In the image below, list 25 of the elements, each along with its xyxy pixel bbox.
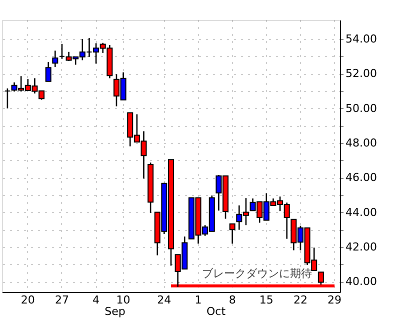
text: Sep: [104, 305, 126, 318]
candlestick: [4, 88, 10, 110]
x-tick-label: 8: [228, 294, 236, 306]
y-tick-label: 46.00: [346, 171, 377, 184]
x-tick-label: 24: [157, 294, 172, 306]
candlestick: [229, 223, 236, 244]
y-tick-label: 52.00: [346, 67, 377, 80]
y-tick-label: 42.00: [346, 240, 377, 254]
x-tick-label: 22: [293, 294, 308, 306]
y-tick-label: 54.00: [346, 32, 377, 46]
y-tick-label: 44.00: [346, 206, 377, 219]
y-tick-label: 40.00: [346, 275, 377, 288]
x-tick-label: 15: [259, 294, 274, 306]
y-tick-label: 50.00: [346, 102, 377, 115]
x-tick-label: 20: [20, 294, 35, 306]
annotation: ブレークダウンに期待: [202, 267, 312, 280]
x-tick-label: 4: [92, 294, 100, 306]
text: Oct: [206, 305, 226, 318]
candlestick: [52, 50, 58, 68]
x-tick-label: 1: [194, 294, 202, 306]
x-tick-label: 27: [54, 294, 69, 306]
x-tick-label: 29: [328, 294, 342, 306]
x-tick-label: 10: [116, 294, 130, 306]
candlestick: [45, 61, 52, 82]
y-tick-label: 48.00: [346, 136, 377, 150]
